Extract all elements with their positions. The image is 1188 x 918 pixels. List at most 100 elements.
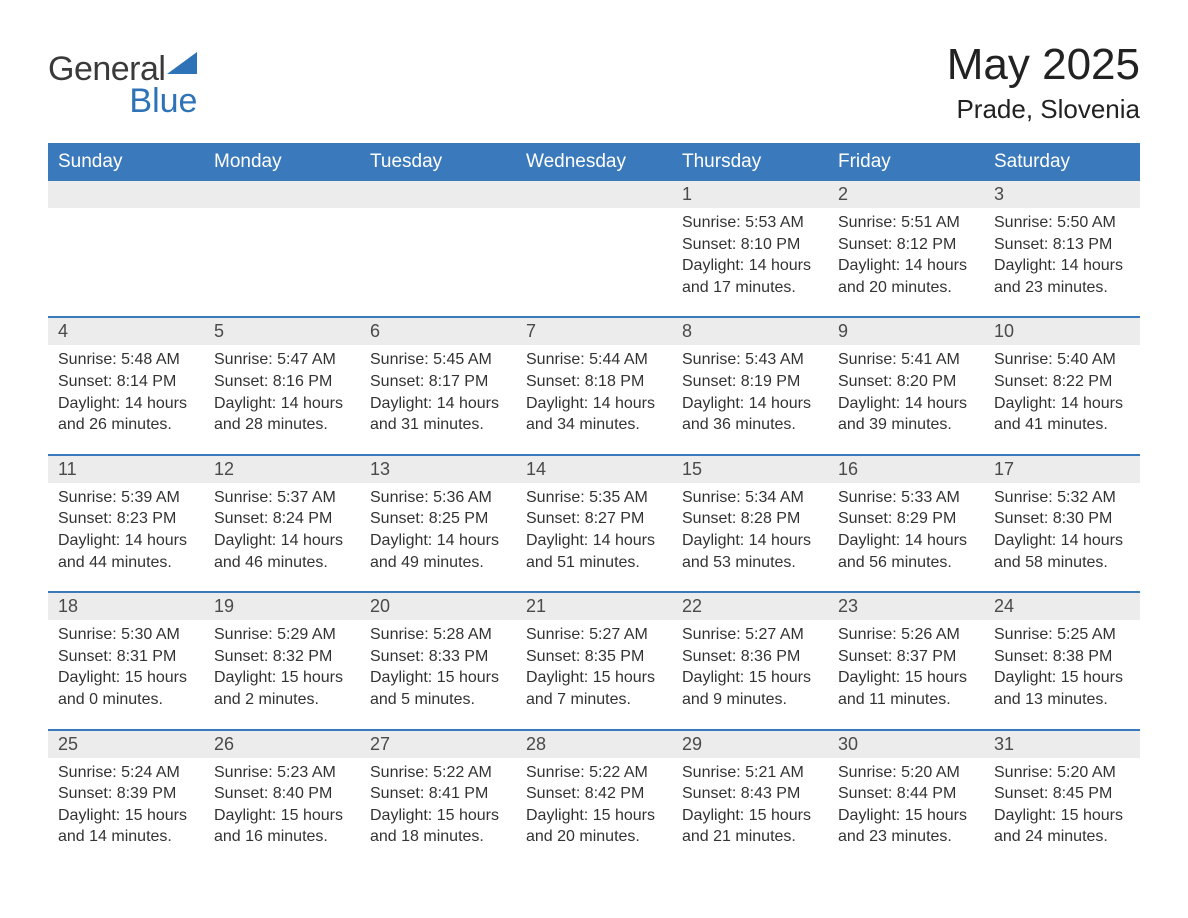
- day-details: Sunrise: 5:20 AMSunset: 8:45 PMDaylight:…: [994, 762, 1130, 848]
- calendar-day: 1Sunrise: 5:53 AMSunset: 8:10 PMDaylight…: [672, 181, 828, 316]
- sunrise-text: Sunrise: 5:28 AM: [370, 624, 506, 646]
- day-number: 18: [48, 593, 204, 620]
- daylight-text: Daylight: 14 hours and 28 minutes.: [214, 393, 350, 436]
- sunset-text: Sunset: 8:31 PM: [58, 646, 194, 668]
- sunset-text: Sunset: 8:30 PM: [994, 508, 1130, 530]
- day-number: 23: [828, 593, 984, 620]
- calendar-day: 17Sunrise: 5:32 AMSunset: 8:30 PMDayligh…: [984, 456, 1140, 591]
- daylight-text: Daylight: 14 hours and 31 minutes.: [370, 393, 506, 436]
- sunset-text: Sunset: 8:22 PM: [994, 371, 1130, 393]
- day-details: Sunrise: 5:26 AMSunset: 8:37 PMDaylight:…: [838, 624, 974, 710]
- daylight-text: Daylight: 15 hours and 14 minutes.: [58, 805, 194, 848]
- sunset-text: Sunset: 8:13 PM: [994, 234, 1130, 256]
- daylight-text: Daylight: 15 hours and 0 minutes.: [58, 667, 194, 710]
- sunset-text: Sunset: 8:38 PM: [994, 646, 1130, 668]
- daylight-text: Daylight: 14 hours and 41 minutes.: [994, 393, 1130, 436]
- sunset-text: Sunset: 8:41 PM: [370, 783, 506, 805]
- sunset-text: Sunset: 8:12 PM: [838, 234, 974, 256]
- calendar-week: 1Sunrise: 5:53 AMSunset: 8:10 PMDaylight…: [48, 181, 1140, 316]
- day-details: Sunrise: 5:43 AMSunset: 8:19 PMDaylight:…: [682, 349, 818, 435]
- day-details: Sunrise: 5:47 AMSunset: 8:16 PMDaylight:…: [214, 349, 350, 435]
- calendar-day: 27Sunrise: 5:22 AMSunset: 8:41 PMDayligh…: [360, 731, 516, 866]
- day-number: 8: [672, 318, 828, 345]
- page-header: General Blue May 2025 Prade, Slovenia: [48, 40, 1140, 125]
- day-number: 12: [204, 456, 360, 483]
- daylight-text: Daylight: 14 hours and 53 minutes.: [682, 530, 818, 573]
- day-details: Sunrise: 5:20 AMSunset: 8:44 PMDaylight:…: [838, 762, 974, 848]
- daylight-text: Daylight: 14 hours and 20 minutes.: [838, 255, 974, 298]
- daylight-text: Daylight: 14 hours and 56 minutes.: [838, 530, 974, 573]
- sunset-text: Sunset: 8:29 PM: [838, 508, 974, 530]
- calendar-day: 5Sunrise: 5:47 AMSunset: 8:16 PMDaylight…: [204, 318, 360, 453]
- day-number: 9: [828, 318, 984, 345]
- day-details: Sunrise: 5:36 AMSunset: 8:25 PMDaylight:…: [370, 487, 506, 573]
- calendar-day: 13Sunrise: 5:36 AMSunset: 8:25 PMDayligh…: [360, 456, 516, 591]
- calendar-day: 3Sunrise: 5:50 AMSunset: 8:13 PMDaylight…: [984, 181, 1140, 316]
- calendar-day: 24 Sunrise: 5:25 AMSunset: 8:38 PMDayligh…: [984, 593, 1140, 728]
- sunrise-text: Sunrise: 5:35 AM: [526, 487, 662, 509]
- calendar-week: 11Sunrise: 5:39 AMSunset: 8:23 PMDayligh…: [48, 454, 1140, 591]
- sunset-text: Sunset: 8:17 PM: [370, 371, 506, 393]
- day-number: 3: [984, 181, 1140, 208]
- day-details: Sunrise: 5:30 AMSunset: 8:31 PMDaylight:…: [58, 624, 194, 710]
- day-details: Sunrise: 5:22 AMSunset: 8:42 PMDaylight:…: [526, 762, 662, 848]
- sunrise-text: Sunrise: 5:32 AM: [994, 487, 1130, 509]
- sunrise-text: Sunrise: 5:24 AM: [58, 762, 194, 784]
- day-number: 14: [516, 456, 672, 483]
- calendar-day: [48, 181, 204, 316]
- calendar-day: 14Sunrise: 5:35 AMSunset: 8:27 PMDayligh…: [516, 456, 672, 591]
- day-number: 28: [516, 731, 672, 758]
- sunrise-text: Sunrise: 5:29 AM: [214, 624, 350, 646]
- day-details: Sunrise: 5:25 AMSunset: 8:38 PMDaylight:…: [994, 624, 1130, 710]
- sunrise-text: Sunrise: 5:27 AM: [682, 624, 818, 646]
- day-number: 19: [204, 593, 360, 620]
- day-of-week-header: Sunday Monday Tuesday Wednesday Thursday…: [48, 143, 1140, 181]
- sunset-text: Sunset: 8:16 PM: [214, 371, 350, 393]
- sunset-text: Sunset: 8:32 PM: [214, 646, 350, 668]
- brand-logo: General Blue: [48, 52, 197, 121]
- location-label: Prade, Slovenia: [947, 94, 1140, 125]
- sunset-text: Sunset: 8:19 PM: [682, 371, 818, 393]
- day-details: Sunrise: 5:41 AMSunset: 8:20 PMDaylight:…: [838, 349, 974, 435]
- daylight-text: Daylight: 15 hours and 7 minutes.: [526, 667, 662, 710]
- daylight-text: Daylight: 15 hours and 23 minutes.: [838, 805, 974, 848]
- day-number: [48, 181, 204, 208]
- daylight-text: Daylight: 15 hours and 9 minutes.: [682, 667, 818, 710]
- dow-thursday: Thursday: [672, 143, 828, 181]
- sunrise-text: Sunrise: 5:40 AM: [994, 349, 1130, 371]
- sunset-text: Sunset: 8:45 PM: [994, 783, 1130, 805]
- daylight-text: Daylight: 15 hours and 13 minutes.: [994, 667, 1130, 710]
- daylight-text: Daylight: 14 hours and 49 minutes.: [370, 530, 506, 573]
- day-number: 24: [984, 593, 1140, 620]
- day-number: 26: [204, 731, 360, 758]
- daylight-text: Daylight: 15 hours and 16 minutes.: [214, 805, 350, 848]
- brand-text: General Blue: [48, 52, 197, 121]
- day-number: 17: [984, 456, 1140, 483]
- calendar-day: 2 Sunrise: 5:51 AMSunset: 8:12 PMDaylight…: [828, 181, 984, 316]
- calendar-day: 28 Sunrise: 5:22 AMSunset: 8:42 PMDayligh…: [516, 731, 672, 866]
- day-details: Sunrise: 5:40 AMSunset: 8:22 PMDaylight:…: [994, 349, 1130, 435]
- day-details: Sunrise: 5:51 AMSunset: 8:12 PMDaylight:…: [838, 212, 974, 298]
- day-number: [204, 181, 360, 208]
- sunrise-text: Sunrise: 5:39 AM: [58, 487, 194, 509]
- calendar-page: General Blue May 2025 Prade, Slovenia Su…: [0, 0, 1188, 918]
- day-number: 25: [48, 731, 204, 758]
- day-details: Sunrise: 5:45 AMSunset: 8:17 PMDaylight:…: [370, 349, 506, 435]
- day-details: Sunrise: 5:22 AMSunset: 8:41 PMDaylight:…: [370, 762, 506, 848]
- daylight-text: Daylight: 15 hours and 21 minutes.: [682, 805, 818, 848]
- calendar-day: [360, 181, 516, 316]
- day-number: 2: [828, 181, 984, 208]
- calendar-day: 29Sunrise: 5:21 AMSunset: 8:43 PMDayligh…: [672, 731, 828, 866]
- sunset-text: Sunset: 8:27 PM: [526, 508, 662, 530]
- daylight-text: Daylight: 14 hours and 44 minutes.: [58, 530, 194, 573]
- calendar-day: 16Sunrise: 5:33 AMSunset: 8:29 PMDayligh…: [828, 456, 984, 591]
- calendar-day: 22Sunrise: 5:27 AMSunset: 8:36 PMDayligh…: [672, 593, 828, 728]
- sunset-text: Sunset: 8:37 PM: [838, 646, 974, 668]
- day-details: Sunrise: 5:21 AMSunset: 8:43 PMDaylight:…: [682, 762, 818, 848]
- daylight-text: Daylight: 14 hours and 34 minutes.: [526, 393, 662, 436]
- sunrise-text: Sunrise: 5:48 AM: [58, 349, 194, 371]
- day-details: Sunrise: 5:33 AMSunset: 8:29 PMDaylight:…: [838, 487, 974, 573]
- sunset-text: Sunset: 8:28 PM: [682, 508, 818, 530]
- daylight-text: Daylight: 14 hours and 17 minutes.: [682, 255, 818, 298]
- sunrise-text: Sunrise: 5:22 AM: [370, 762, 506, 784]
